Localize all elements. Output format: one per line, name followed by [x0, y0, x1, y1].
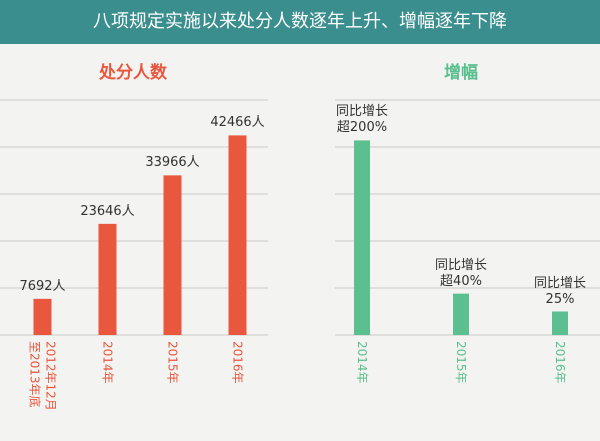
x-tick-label: 2014年	[100, 341, 115, 384]
header-title: 八项规定实施以来处分人数逐年上升、增幅逐年下降	[0, 0, 600, 44]
chart-title: 处分人数	[99, 63, 167, 83]
value-label: 同比增长超200%	[335, 104, 388, 136]
bar	[163, 175, 182, 335]
bar	[354, 140, 370, 335]
value-label: 同比增长超40%	[434, 257, 487, 289]
bar	[33, 298, 52, 335]
x-tick-label: 2015年	[165, 341, 180, 384]
x-tick-label: 2016年	[230, 341, 245, 384]
x-tick-label: 2015年	[454, 341, 468, 384]
bar	[98, 223, 117, 335]
bar	[228, 135, 247, 335]
x-tick-label: 2016年	[553, 341, 567, 384]
value-label: 同比增长25%	[533, 275, 586, 307]
bar	[552, 311, 568, 335]
value-label: 42466人	[210, 115, 265, 131]
chart-title: 增幅	[444, 63, 478, 83]
value-label: 23646人	[80, 203, 135, 219]
x-tick-label: 2014年	[355, 341, 369, 384]
value-label: 7692人	[19, 278, 66, 294]
value-label: 33966人	[145, 155, 200, 171]
bar	[453, 293, 469, 335]
x-tick-label: 2012年12月至2013年底	[27, 341, 58, 411]
